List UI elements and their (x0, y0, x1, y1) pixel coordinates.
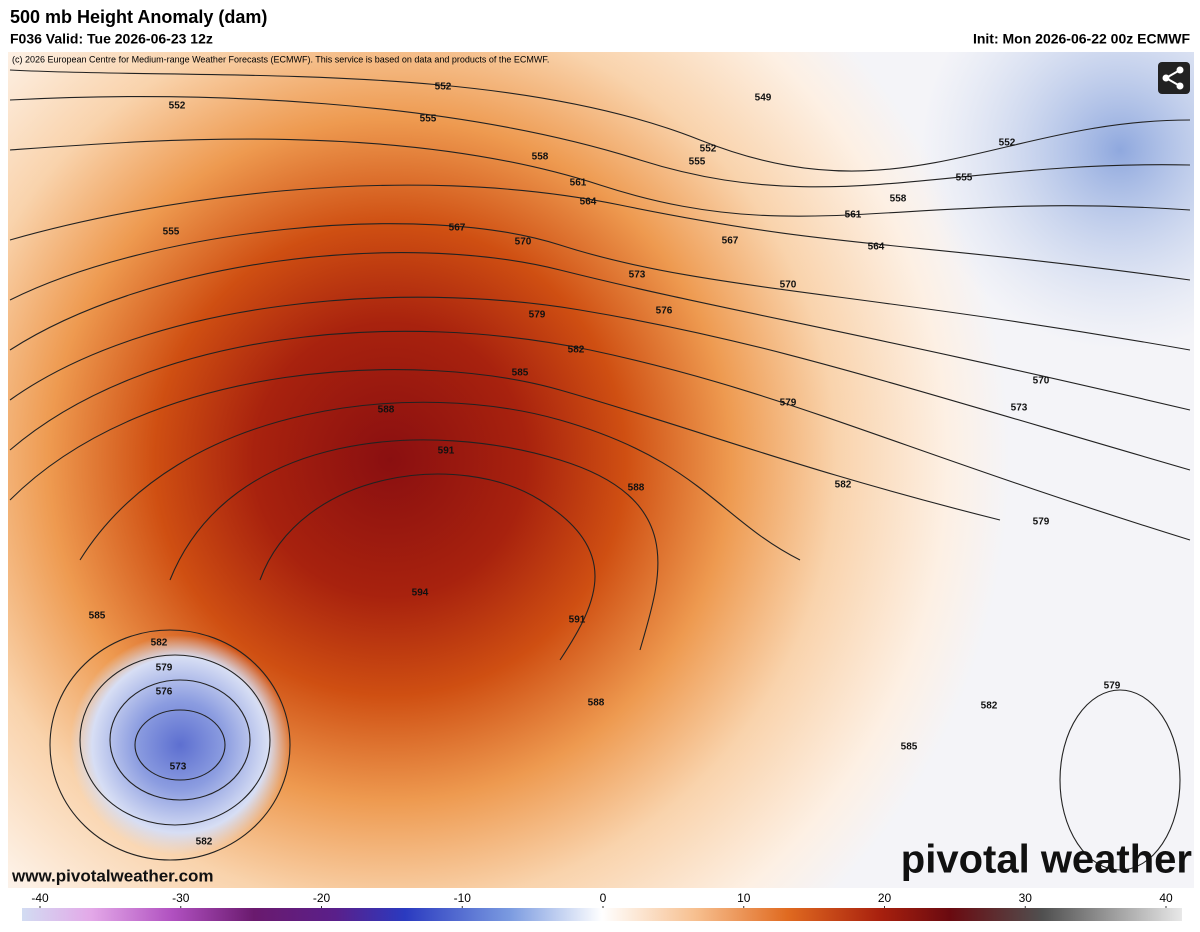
colorbar-tick-label: -10 (454, 891, 472, 905)
contour-label: 549 (755, 93, 772, 104)
contour-label: 573 (629, 270, 646, 281)
share-button[interactable] (1158, 62, 1190, 94)
colorbar-ticks: -40 -30 -20 -10 0 10 20 30 40 (31, 891, 1173, 908)
logo: pivotal weather (901, 838, 1192, 882)
contour-label: 555 (689, 157, 706, 168)
contour-label: 555 (956, 173, 973, 184)
contour-label: 582 (151, 638, 168, 649)
contour-label: 588 (378, 405, 395, 416)
contour-label: 555 (163, 227, 180, 238)
contour-label: 561 (570, 178, 587, 189)
contour-label: 555 (420, 114, 437, 125)
contour-label: 570 (1033, 376, 1050, 387)
contour-label: 573 (1011, 403, 1028, 414)
contour-label: 552 (169, 101, 186, 112)
contour-label: 558 (890, 194, 907, 205)
contour-label: 594 (412, 588, 429, 599)
contour-label: 567 (722, 236, 739, 247)
colorbar-tick-label: -20 (313, 891, 331, 905)
contour-label: 576 (156, 687, 173, 698)
low-anomaly (50, 625, 310, 865)
contour-label: 552 (435, 82, 452, 93)
contour-label: 564 (868, 242, 885, 253)
contours (9, 69, 1191, 871)
init-time: Init: Mon 2026-06-22 00z ECMWF (973, 31, 1190, 47)
copyright: (c) 2026 European Centre for Medium-rang… (12, 54, 549, 64)
contour-label: 585 (901, 742, 918, 753)
contour-label: 582 (568, 345, 585, 356)
contour-label: 561 (845, 210, 862, 221)
colorbar-tick-label: -40 (31, 891, 49, 905)
website[interactable]: www.pivotalweather.com (11, 866, 214, 885)
contour-label: 582 (981, 701, 998, 712)
contour-label: 579 (529, 310, 546, 321)
contour-label: 579 (780, 398, 797, 409)
contour-label: 591 (438, 446, 455, 457)
colorbar-tick-label: 20 (878, 891, 892, 905)
map: 552 552 555 558 561 564 567 570 573 576 579 582 585 5… (8, 52, 1194, 888)
colorbar-tick-label: 0 (600, 891, 607, 905)
contour-label: 552 (700, 144, 717, 155)
contour-label: 570 (780, 280, 797, 291)
colorbar-tick-label: -30 (172, 891, 190, 905)
contour-label: 585 (89, 611, 106, 622)
colorbar-tick-label: 30 (1019, 891, 1033, 905)
contour-label: 567 (449, 223, 466, 234)
title: 500 mb Height Anomaly (dam) (10, 7, 267, 27)
colorbar-tick-label: 40 (1159, 891, 1173, 905)
contour-label: 573 (170, 762, 187, 773)
contour-label: 579 (1104, 681, 1121, 692)
colorbar (22, 908, 1182, 921)
contour-label: 588 (588, 698, 605, 709)
contour-labels: 552 552 555 558 561 564 567 570 573 576 579 582 585 5… (89, 82, 1121, 848)
contour-label: 579 (156, 663, 173, 674)
contour-label: 576 (656, 306, 673, 317)
valid-time: F036 Valid: Tue 2026-06-23 12z (10, 31, 213, 47)
contour-label: 579 (1033, 517, 1050, 528)
contour-label: 585 (512, 368, 529, 379)
contour-label: 570 (515, 237, 532, 248)
contour-label: 591 (569, 615, 586, 626)
colorbar-tick-label: 10 (737, 891, 751, 905)
contour-label: 558 (532, 152, 549, 163)
contour-label: 564 (580, 197, 597, 208)
contour-label: 582 (835, 480, 852, 491)
contour-label: 552 (999, 138, 1016, 149)
contour-label: 582 (196, 837, 213, 848)
contour-label: 588 (628, 483, 645, 494)
